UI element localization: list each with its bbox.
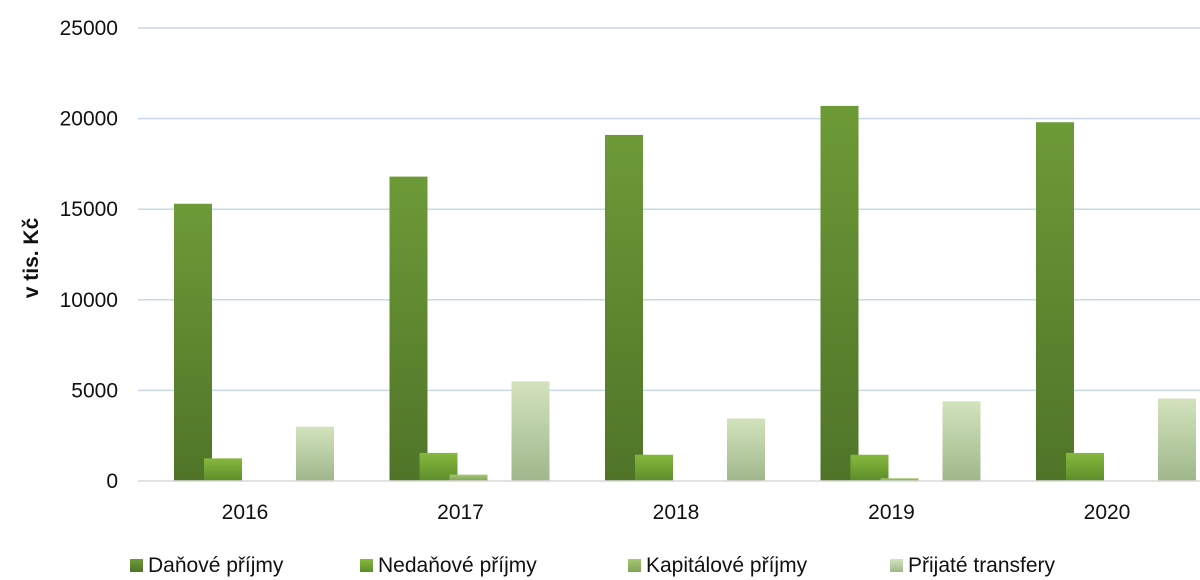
y-tick-label: 5000 xyxy=(71,379,118,402)
x-tick-label: 2020 xyxy=(1084,501,1131,524)
legend-label: Přijaté transfery xyxy=(908,554,1056,577)
x-tick-label: 2019 xyxy=(868,501,915,524)
legend-item: Daňové příjmy xyxy=(130,554,284,577)
y-tick-label: 10000 xyxy=(60,289,118,312)
legend-item: Přijaté transfery xyxy=(890,554,1056,577)
bar-2020-series-1 xyxy=(1066,452,1104,481)
x-axis-ticks: 2016 2017 2018 2019 2020 xyxy=(222,501,1131,524)
y-tick-label: 20000 xyxy=(60,108,118,131)
legend: Daňové příjmy Nedaňové příjmy Kapitálové p… xyxy=(130,554,1056,577)
x-tick-label: 2016 xyxy=(222,501,269,524)
gridlines xyxy=(138,27,1200,392)
bar-2019-series-2 xyxy=(880,478,919,481)
legend-swatch xyxy=(628,559,641,572)
legend-label: Kapitálové příjmy xyxy=(646,554,808,577)
y-tick-label: 25000 xyxy=(60,17,118,40)
legend-swatch xyxy=(130,559,143,572)
x-tick-label: 2018 xyxy=(653,501,700,524)
y-tick-label: 15000 xyxy=(60,198,118,221)
bar-2020-series-0 xyxy=(1036,122,1074,481)
bars xyxy=(174,105,1196,482)
x-tick-label: 2017 xyxy=(437,501,484,524)
bar-2020-series-3 xyxy=(1158,398,1196,481)
legend-swatch xyxy=(360,559,373,572)
y-tick-label: 0 xyxy=(106,470,118,493)
bar-2019-series-0 xyxy=(820,105,859,481)
y-axis-title: v tis. Kč xyxy=(20,217,43,298)
bar-2016-series-0 xyxy=(174,203,212,481)
bar-2018-series-1 xyxy=(635,454,673,481)
y-axis-ticks: 0 5000 10000 15000 20000 25000 xyxy=(60,17,118,493)
bar-2017-series-0 xyxy=(389,176,428,482)
legend-item: Nedaňové příjmy xyxy=(360,554,537,577)
bar-2016-series-1 xyxy=(204,458,242,481)
bar-2017-series-2 xyxy=(449,474,488,481)
legend-swatch xyxy=(890,559,903,572)
legend-label: Nedaňové příjmy xyxy=(378,554,537,577)
bar-2018-series-0 xyxy=(605,134,643,481)
bar-2019-series-3 xyxy=(942,401,981,481)
bar-2019-series-1 xyxy=(850,454,889,481)
legend-item: Kapitálové příjmy xyxy=(628,554,808,577)
bar-2018-series-3 xyxy=(727,418,765,481)
legend-label: Daňové příjmy xyxy=(148,554,284,577)
bar-2016-series-3 xyxy=(296,426,334,481)
bar-2017-series-3 xyxy=(511,381,550,481)
